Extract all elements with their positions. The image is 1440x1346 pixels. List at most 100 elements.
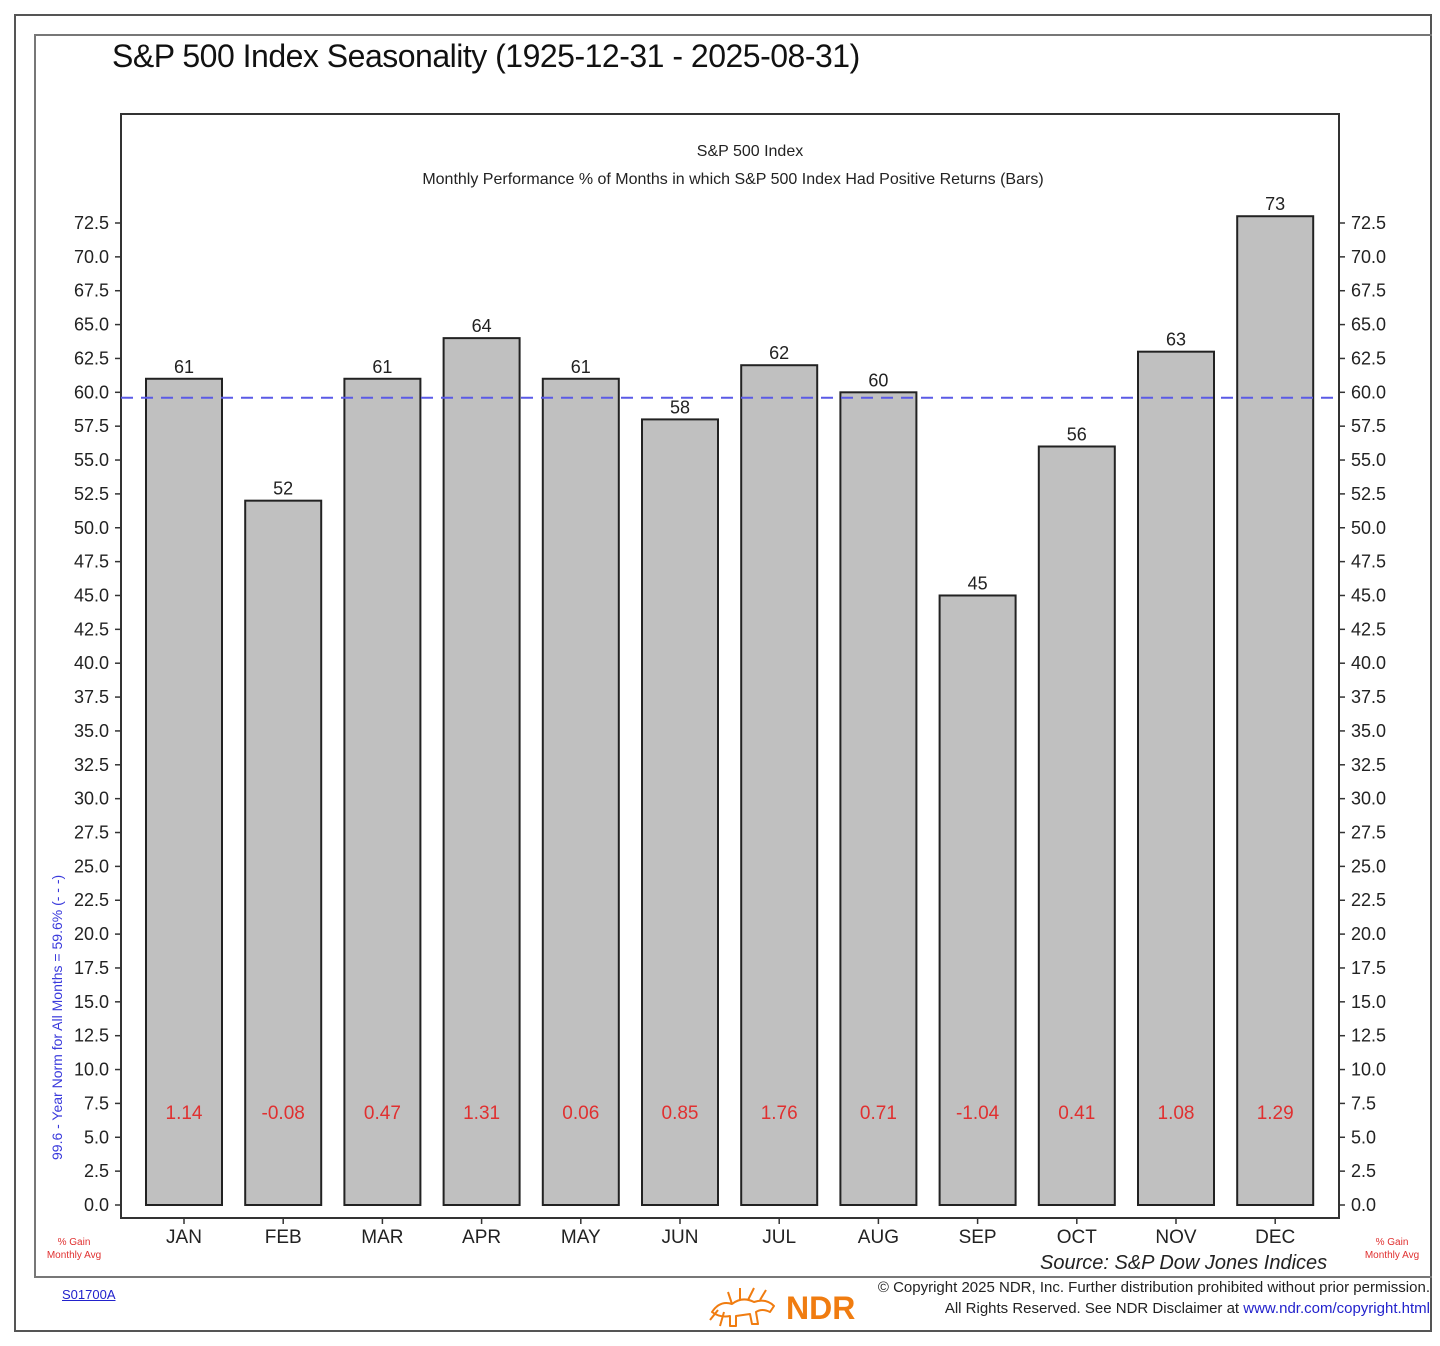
- y-tick-label-right: 7.5: [1351, 1093, 1376, 1113]
- y-tick-label-left: 25.0: [74, 856, 109, 876]
- bar-jul: [740, 364, 819, 1206]
- bar-sep: [938, 594, 1017, 1206]
- y-tick-label-left: 27.5: [74, 823, 109, 843]
- bar-apr: [442, 337, 521, 1206]
- y-tick-label-left: 42.5: [74, 619, 109, 639]
- x-tick-label: NOV: [1155, 1227, 1197, 1248]
- bar-value-label: 56: [1067, 424, 1087, 444]
- x-tick-label: MAY: [561, 1227, 601, 1248]
- bar-nov: [1137, 350, 1215, 1207]
- monthly-avg-gain-label: 1.31: [463, 1103, 500, 1124]
- x-tick-label: JAN: [166, 1227, 202, 1248]
- monthly-avg-gain-label: 0.85: [662, 1103, 699, 1124]
- plot-area: [120, 113, 1340, 1219]
- copyright-line-2-text: All Rights Reserved. See NDR Disclaimer …: [944, 1300, 1244, 1317]
- ndr-logo: NDR: [706, 1282, 886, 1332]
- y-tick-label-left: 20.0: [74, 924, 109, 944]
- x-tick-label: AUG: [858, 1227, 899, 1248]
- y-tick-label-right: 47.5: [1351, 552, 1386, 572]
- y-tick-label-left: 15.0: [74, 992, 109, 1012]
- y-tick-label-left: 32.5: [74, 755, 109, 775]
- y-tick-label-left: 40.0: [74, 653, 109, 673]
- y-tick-label-right: 15.0: [1351, 992, 1386, 1012]
- bar-jun: [641, 418, 719, 1206]
- copyright-line-2: All Rights Reserved. See NDR Disclaimer …: [945, 1300, 1430, 1317]
- monthly-avg-gain-label: 1.76: [761, 1103, 798, 1124]
- outer-frame: [14, 14, 1432, 1332]
- y-tick-label-left: 62.5: [74, 348, 109, 368]
- monthly-avg-gain-label: 1.29: [1257, 1103, 1294, 1124]
- y-tick-label-left: 2.5: [84, 1161, 109, 1181]
- y-tick-label-left: 22.5: [74, 890, 109, 910]
- y-tick-label-left: 5.0: [84, 1127, 109, 1147]
- bar-value-label: 61: [174, 357, 194, 377]
- y-tick-label-left: 35.0: [74, 721, 109, 741]
- y-tick-label-right: 70.0: [1351, 247, 1386, 267]
- y-tick-label-left: 67.5: [74, 281, 109, 301]
- y-tick-label-right: 35.0: [1351, 721, 1386, 741]
- y-tick-label-right: 67.5: [1351, 281, 1386, 301]
- gain-note-left: % Gain Monthly Avg: [34, 1236, 114, 1262]
- y-tick-label-right: 25.0: [1351, 856, 1386, 876]
- logo-text: NDR: [786, 1290, 856, 1326]
- y-tick-label-right: 42.5: [1351, 619, 1386, 639]
- bar-jan: [145, 377, 223, 1206]
- y-tick-label-right: 57.5: [1351, 416, 1386, 436]
- y-tick-label-right: 0.0: [1351, 1195, 1376, 1215]
- y-tick-label-right: 60.0: [1351, 382, 1386, 402]
- gain-note-right-line2: Monthly Avg: [1364, 1250, 1420, 1261]
- y-tick-label-left: 50.0: [74, 518, 109, 538]
- y-tick-label-right: 40.0: [1351, 653, 1386, 673]
- y-tick-label-left: 65.0: [74, 315, 109, 335]
- bar-dec: [1236, 215, 1315, 1206]
- bar-value-label: 60: [868, 370, 888, 390]
- bar-value-label: 45: [968, 573, 988, 593]
- y-tick-label-right: 17.5: [1351, 958, 1386, 978]
- copyright-link[interactable]: www.ndr.com/copyright.html: [1243, 1300, 1430, 1317]
- page-title: S&P 500 Index Seasonality (1925-12-31 - …: [112, 38, 860, 74]
- bar-feb: [244, 499, 323, 1207]
- gain-note-left-line1: % Gain: [57, 1237, 91, 1248]
- gain-note-right: % Gain Monthly Avg: [1352, 1236, 1432, 1262]
- chart-subtitle: Monthly Performance % of Months in which…: [422, 171, 1043, 188]
- gain-note-right-line1: % Gain: [1375, 1237, 1409, 1248]
- bar-oct: [1037, 445, 1116, 1206]
- bars-group: 61 1.14 JAN 52 -0.08 FEB 61 0.47 MAR 64 1.31 APR 61 0…: [145, 194, 1315, 1248]
- chart-panel: [34, 34, 1432, 1278]
- chart-id-link[interactable]: S01700A: [62, 1287, 116, 1302]
- y-tick-label-left: 52.5: [74, 484, 109, 504]
- monthly-avg-gain-label: 0.06: [562, 1103, 599, 1124]
- y-tick-label-right: 30.0: [1351, 789, 1386, 809]
- monthly-avg-gain-label: 1.14: [166, 1103, 203, 1124]
- x-tick-label: FEB: [265, 1227, 302, 1248]
- y-tick-label-right: 5.0: [1351, 1127, 1376, 1147]
- bar-value-label: 61: [372, 357, 392, 377]
- y-tick-label-left: 30.0: [74, 789, 109, 809]
- y-tick-label-right: 10.0: [1351, 1060, 1386, 1080]
- bar-value-label: 73: [1265, 194, 1285, 214]
- bar-aug: [839, 391, 918, 1206]
- monthly-avg-gain-label: 1.08: [1158, 1103, 1195, 1124]
- y-tick-label-right: 55.0: [1351, 450, 1386, 470]
- monthly-avg-gain-label: 0.47: [364, 1103, 401, 1124]
- bar-may: [541, 377, 620, 1206]
- y-tick-label-right: 37.5: [1351, 687, 1386, 707]
- y-tick-label-right: 52.5: [1351, 484, 1386, 504]
- y-tick-label-left: 12.5: [74, 1026, 109, 1046]
- y-tick-label-right: 45.0: [1351, 585, 1386, 605]
- x-tick-label: OCT: [1057, 1227, 1098, 1248]
- y-tick-label-right: 27.5: [1351, 823, 1386, 843]
- norm-side-label: 99.6 - Year Norm for All Months = 59.6% …: [49, 875, 65, 1160]
- y-tick-label-left: 37.5: [74, 687, 109, 707]
- bar-value-label: 63: [1166, 330, 1186, 350]
- y-tick-label-left: 7.5: [84, 1093, 109, 1113]
- y-tick-label-right: 32.5: [1351, 755, 1386, 775]
- x-tick-label: SEP: [959, 1227, 997, 1248]
- monthly-avg-gain-label: -0.08: [262, 1103, 305, 1124]
- monthly-avg-gain-label: -1.04: [956, 1103, 1000, 1124]
- bull-bear-icon: [709, 1287, 775, 1327]
- x-tick-label: JUN: [662, 1227, 699, 1248]
- monthly-avg-gain-label: 0.41: [1058, 1103, 1095, 1124]
- y-tick-label-right: 2.5: [1351, 1161, 1376, 1181]
